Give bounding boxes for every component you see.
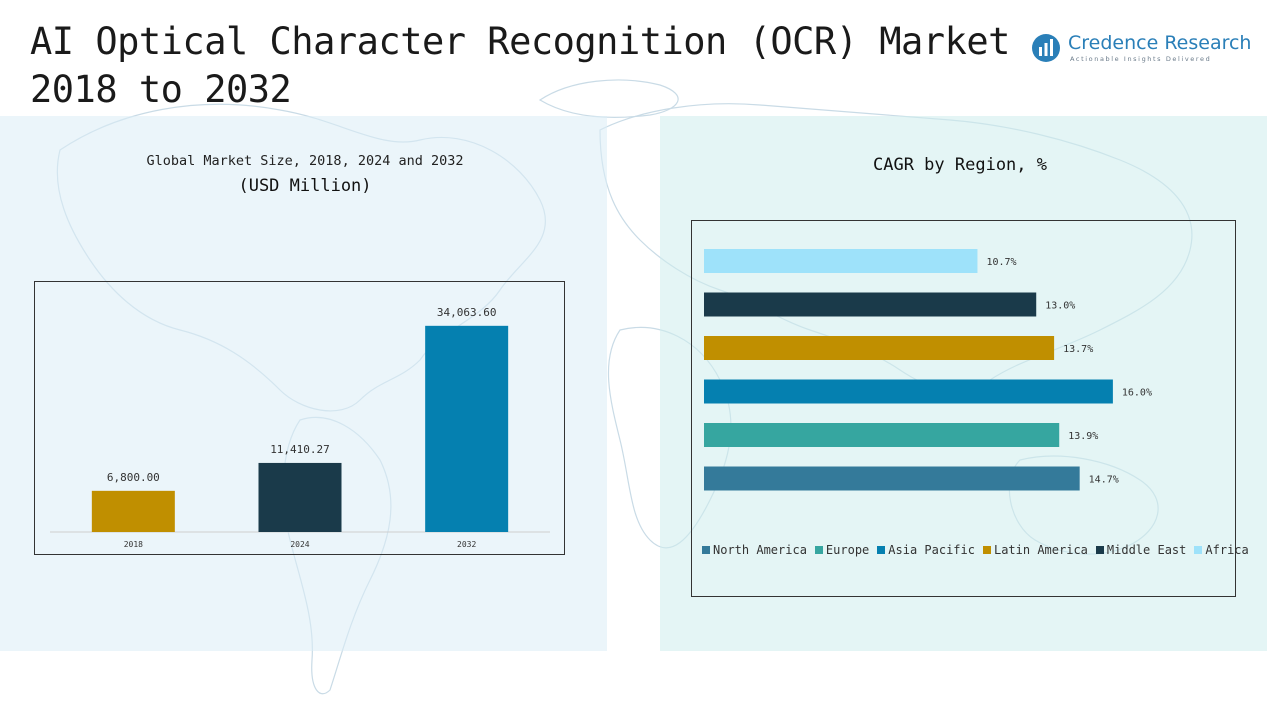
tick-label-2032: 2032 [457, 540, 476, 549]
legend-label: North America [713, 543, 807, 557]
bar-2018 [91, 490, 175, 532]
legend-item-middle-east: Middle East [1095, 541, 1187, 559]
bar-africa [704, 249, 978, 273]
legend-label: Middle East [1106, 543, 1187, 557]
cagr-legend: North America Europe Asia Pacific Latin Ame… [702, 541, 1249, 559]
legend-swatch [877, 546, 886, 554]
legend-item-europe: Europe [814, 541, 870, 559]
bar-north-america [704, 466, 1080, 491]
legend-item-africa: Africa [1194, 541, 1249, 559]
bar-middle-east [704, 292, 1037, 317]
value-label-middle-east: 13.0% [1045, 301, 1075, 312]
market-size-bar-chart: 6,800.00 2018 11,410.27 2024 34,063.60 2032 [50, 306, 550, 549]
legend-label: Latin America [993, 543, 1088, 557]
value-label-north-america: 14.7% [1089, 475, 1119, 486]
legend-swatch [1194, 546, 1203, 554]
bar-2032 [425, 325, 509, 532]
logo-tagline: Actionable Insights Delivered [1070, 55, 1212, 63]
logo-chart-icon [1032, 34, 1060, 62]
logo-name: Credence Research [1068, 32, 1252, 54]
title-line: AI Optical Character Recognition (OCR) M… [30, 20, 1010, 63]
page-title: AI Optical Character Recognition (OCR) M… [30, 18, 1010, 114]
value-label-2032: 34,063.60 [437, 306, 497, 319]
value-label-2018: 6,800.00 [107, 471, 160, 484]
bar-asia-pacific [704, 379, 1113, 404]
market-size-title: Global Market Size, 2018, 2024 and 2032 [146, 153, 464, 169]
legend-swatch [702, 546, 710, 554]
value-label-africa: 10.7% [986, 257, 1016, 268]
legend-swatch [1095, 546, 1104, 554]
legend-label: Africa [1205, 543, 1249, 557]
tick-label-2024: 2024 [290, 540, 309, 549]
legend-swatch [814, 546, 823, 554]
legend-label: Europe [825, 543, 870, 557]
legend-item-latin-america: Latin America [982, 541, 1088, 559]
legend-item-asia-pacific: Asia Pacific [877, 541, 975, 559]
subtitle-line: 2018 to 2032 [30, 68, 292, 111]
market-size-chart-frame: 6,800.00 2018 11,410.27 2024 34,063.60 2032 [34, 281, 565, 555]
market-size-unit: (USD Million) [238, 176, 372, 196]
bar-latin-america [704, 336, 1055, 360]
cagr-horizontal-bar-chart: 14.7% 13.9% 16.0% 13.7% 13.0% 10.7% [704, 249, 1152, 491]
legend-item-north-america: North America [702, 541, 807, 559]
value-label-2024: 11,410.27 [270, 443, 330, 456]
value-label-europe: 13.9% [1068, 431, 1098, 442]
bar-2024 [258, 462, 342, 532]
cagr-title: CAGR by Region, % [873, 155, 1047, 175]
legend-swatch [982, 546, 991, 554]
cagr-chart-frame: 14.7% 13.9% 16.0% 13.7% 13.0% 10.7% [691, 220, 1236, 597]
value-label-latin-america: 13.7% [1063, 344, 1093, 355]
credence-research-logo: Credence Research Actionable Insights De… [1030, 30, 1252, 70]
bar-europe [704, 423, 1060, 447]
tick-label-2018: 2018 [124, 540, 143, 549]
value-label-asia-pacific: 16.0% [1122, 388, 1152, 399]
legend-label: Asia Pacific [888, 543, 975, 557]
